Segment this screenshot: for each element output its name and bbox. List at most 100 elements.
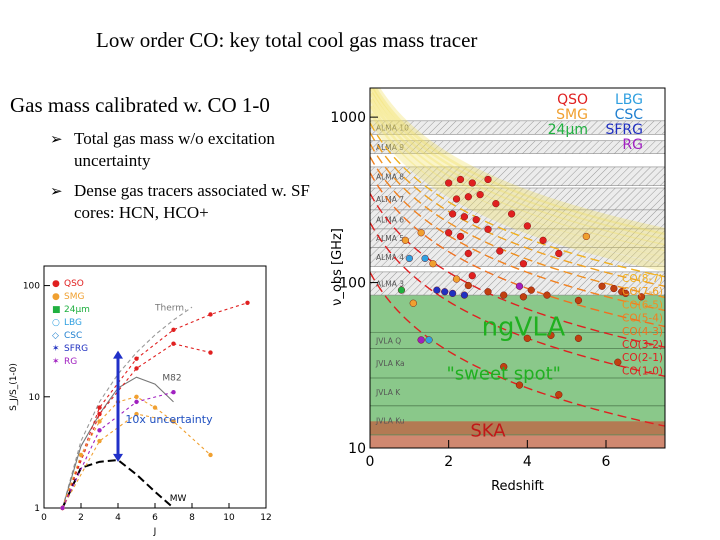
sled-point [208, 350, 213, 355]
band-alma [370, 140, 665, 154]
source-point [417, 229, 425, 237]
co-line-label: CO(8-7) [622, 273, 663, 285]
band-label: ALMA 8 [376, 172, 404, 181]
source-point [476, 191, 484, 199]
band-label: JVLA K [375, 388, 401, 397]
co-line-label: CO(2-1) [622, 352, 663, 364]
legend-label: LBG [64, 318, 82, 328]
band-alma [370, 166, 665, 187]
arrow-bullet-icon: ➢ [50, 182, 63, 200]
legend-label: SMG [64, 292, 84, 302]
sled-point [134, 394, 139, 399]
sled-point [134, 366, 139, 371]
legend-marker: ● [52, 292, 60, 302]
source-point [555, 391, 563, 399]
x-tick-label: 10 [223, 513, 235, 523]
band-label: ALMA 5 [376, 234, 404, 243]
source-point [484, 288, 492, 296]
source-point [508, 210, 516, 218]
y-axis-label: S_J/S_(1-0) [9, 363, 19, 411]
legend-marker: ✶ [52, 357, 60, 367]
sled-point [152, 405, 158, 410]
band-alma [370, 120, 665, 135]
source-point [543, 291, 551, 299]
legend-label: RG [622, 137, 643, 153]
source-point [492, 200, 500, 208]
source-point [421, 254, 429, 262]
arrow-bullet-icon: ➢ [50, 130, 63, 148]
sled-series-4 [61, 343, 211, 509]
legend-label: CSC [615, 107, 644, 123]
source-point [445, 179, 453, 187]
source-point [464, 281, 472, 290]
co-line-label: CO(7-6) [622, 286, 663, 298]
source-point [515, 381, 524, 389]
sled-point [134, 399, 139, 405]
legend-label: SMG [556, 107, 588, 123]
source-point [519, 293, 528, 301]
plot-area: ALMA 10 ALMA 9 ALMA 8 ALMA 7 ALMA 6 ALMA 5 ALM… [370, 88, 665, 448]
co-line [370, 222, 665, 377]
high-j-line [370, 88, 665, 240]
source-point [472, 216, 480, 224]
legend-label: RG [64, 357, 77, 367]
bullet-item: ➢ Dense gas tracers associated w. SF cor… [50, 180, 315, 224]
source-point [460, 213, 469, 221]
source-point [405, 254, 413, 262]
source-point [610, 284, 618, 293]
x-tick-label: 6 [152, 513, 158, 523]
legend-label: SFRG [605, 122, 643, 138]
x-tick-label: 6 [602, 454, 611, 470]
legend-label: LBG [615, 92, 643, 108]
source-point [637, 293, 646, 301]
source-point [456, 175, 465, 184]
source-point [452, 275, 461, 283]
source-point [425, 336, 433, 344]
source-point [496, 247, 504, 255]
high-j-line [370, 88, 665, 246]
bullet-item: ➢ Total gas mass w/o excitation uncertai… [50, 128, 315, 172]
source-point [401, 236, 410, 244]
region-annotation: ngVLA [482, 312, 566, 342]
band-jvla [370, 405, 665, 436]
sled-annotation: Therm. [154, 303, 187, 313]
sled-annotation: MW [170, 494, 187, 504]
x-tick-label: 8 [189, 513, 195, 523]
co-line [370, 122, 665, 278]
legend-label: 24μm [548, 122, 588, 138]
band-label: JVLA Ku [375, 416, 405, 425]
legend-marker: ■ [52, 305, 61, 315]
y-tick-label: 10 [29, 393, 41, 403]
band-label: ALMA 4 [376, 253, 404, 262]
x-tick-label: 12 [260, 513, 271, 523]
band-label: JVLA Ka [375, 359, 405, 368]
source-point [464, 249, 472, 258]
x-tick-label: 4 [115, 513, 121, 523]
sled-point [171, 341, 176, 346]
x-tick-label: 0 [41, 513, 47, 523]
source-point [523, 334, 531, 342]
legend-label: CSC [64, 331, 82, 341]
sled-point [97, 419, 102, 424]
x-tick-label: 0 [366, 454, 375, 470]
source-point [468, 179, 476, 187]
sled-annotation: 10x uncertainty [125, 413, 213, 426]
source-point [547, 331, 555, 339]
source-point [433, 286, 441, 294]
sled-point [171, 389, 176, 395]
y-tick-label: 100 [339, 276, 366, 292]
high-j-line [370, 112, 665, 272]
y-tick-label: 1 [34, 504, 40, 514]
legend-marker: ◇ [52, 331, 59, 341]
band-label: ALMA 10 [376, 124, 409, 133]
co-line-label: CO(6-5) [622, 299, 663, 311]
sled-annotation: M82 [162, 374, 181, 384]
source-point [519, 260, 528, 268]
band-label: ALMA 3 [376, 279, 404, 288]
source-point [582, 232, 590, 241]
bullet-text: Dense gas tracers associated w. SF cores… [74, 181, 310, 222]
source-point [429, 260, 437, 268]
x-tick-label: 2 [444, 454, 453, 470]
source-point [409, 299, 417, 307]
co-line-label: CO(3-2) [622, 339, 663, 351]
